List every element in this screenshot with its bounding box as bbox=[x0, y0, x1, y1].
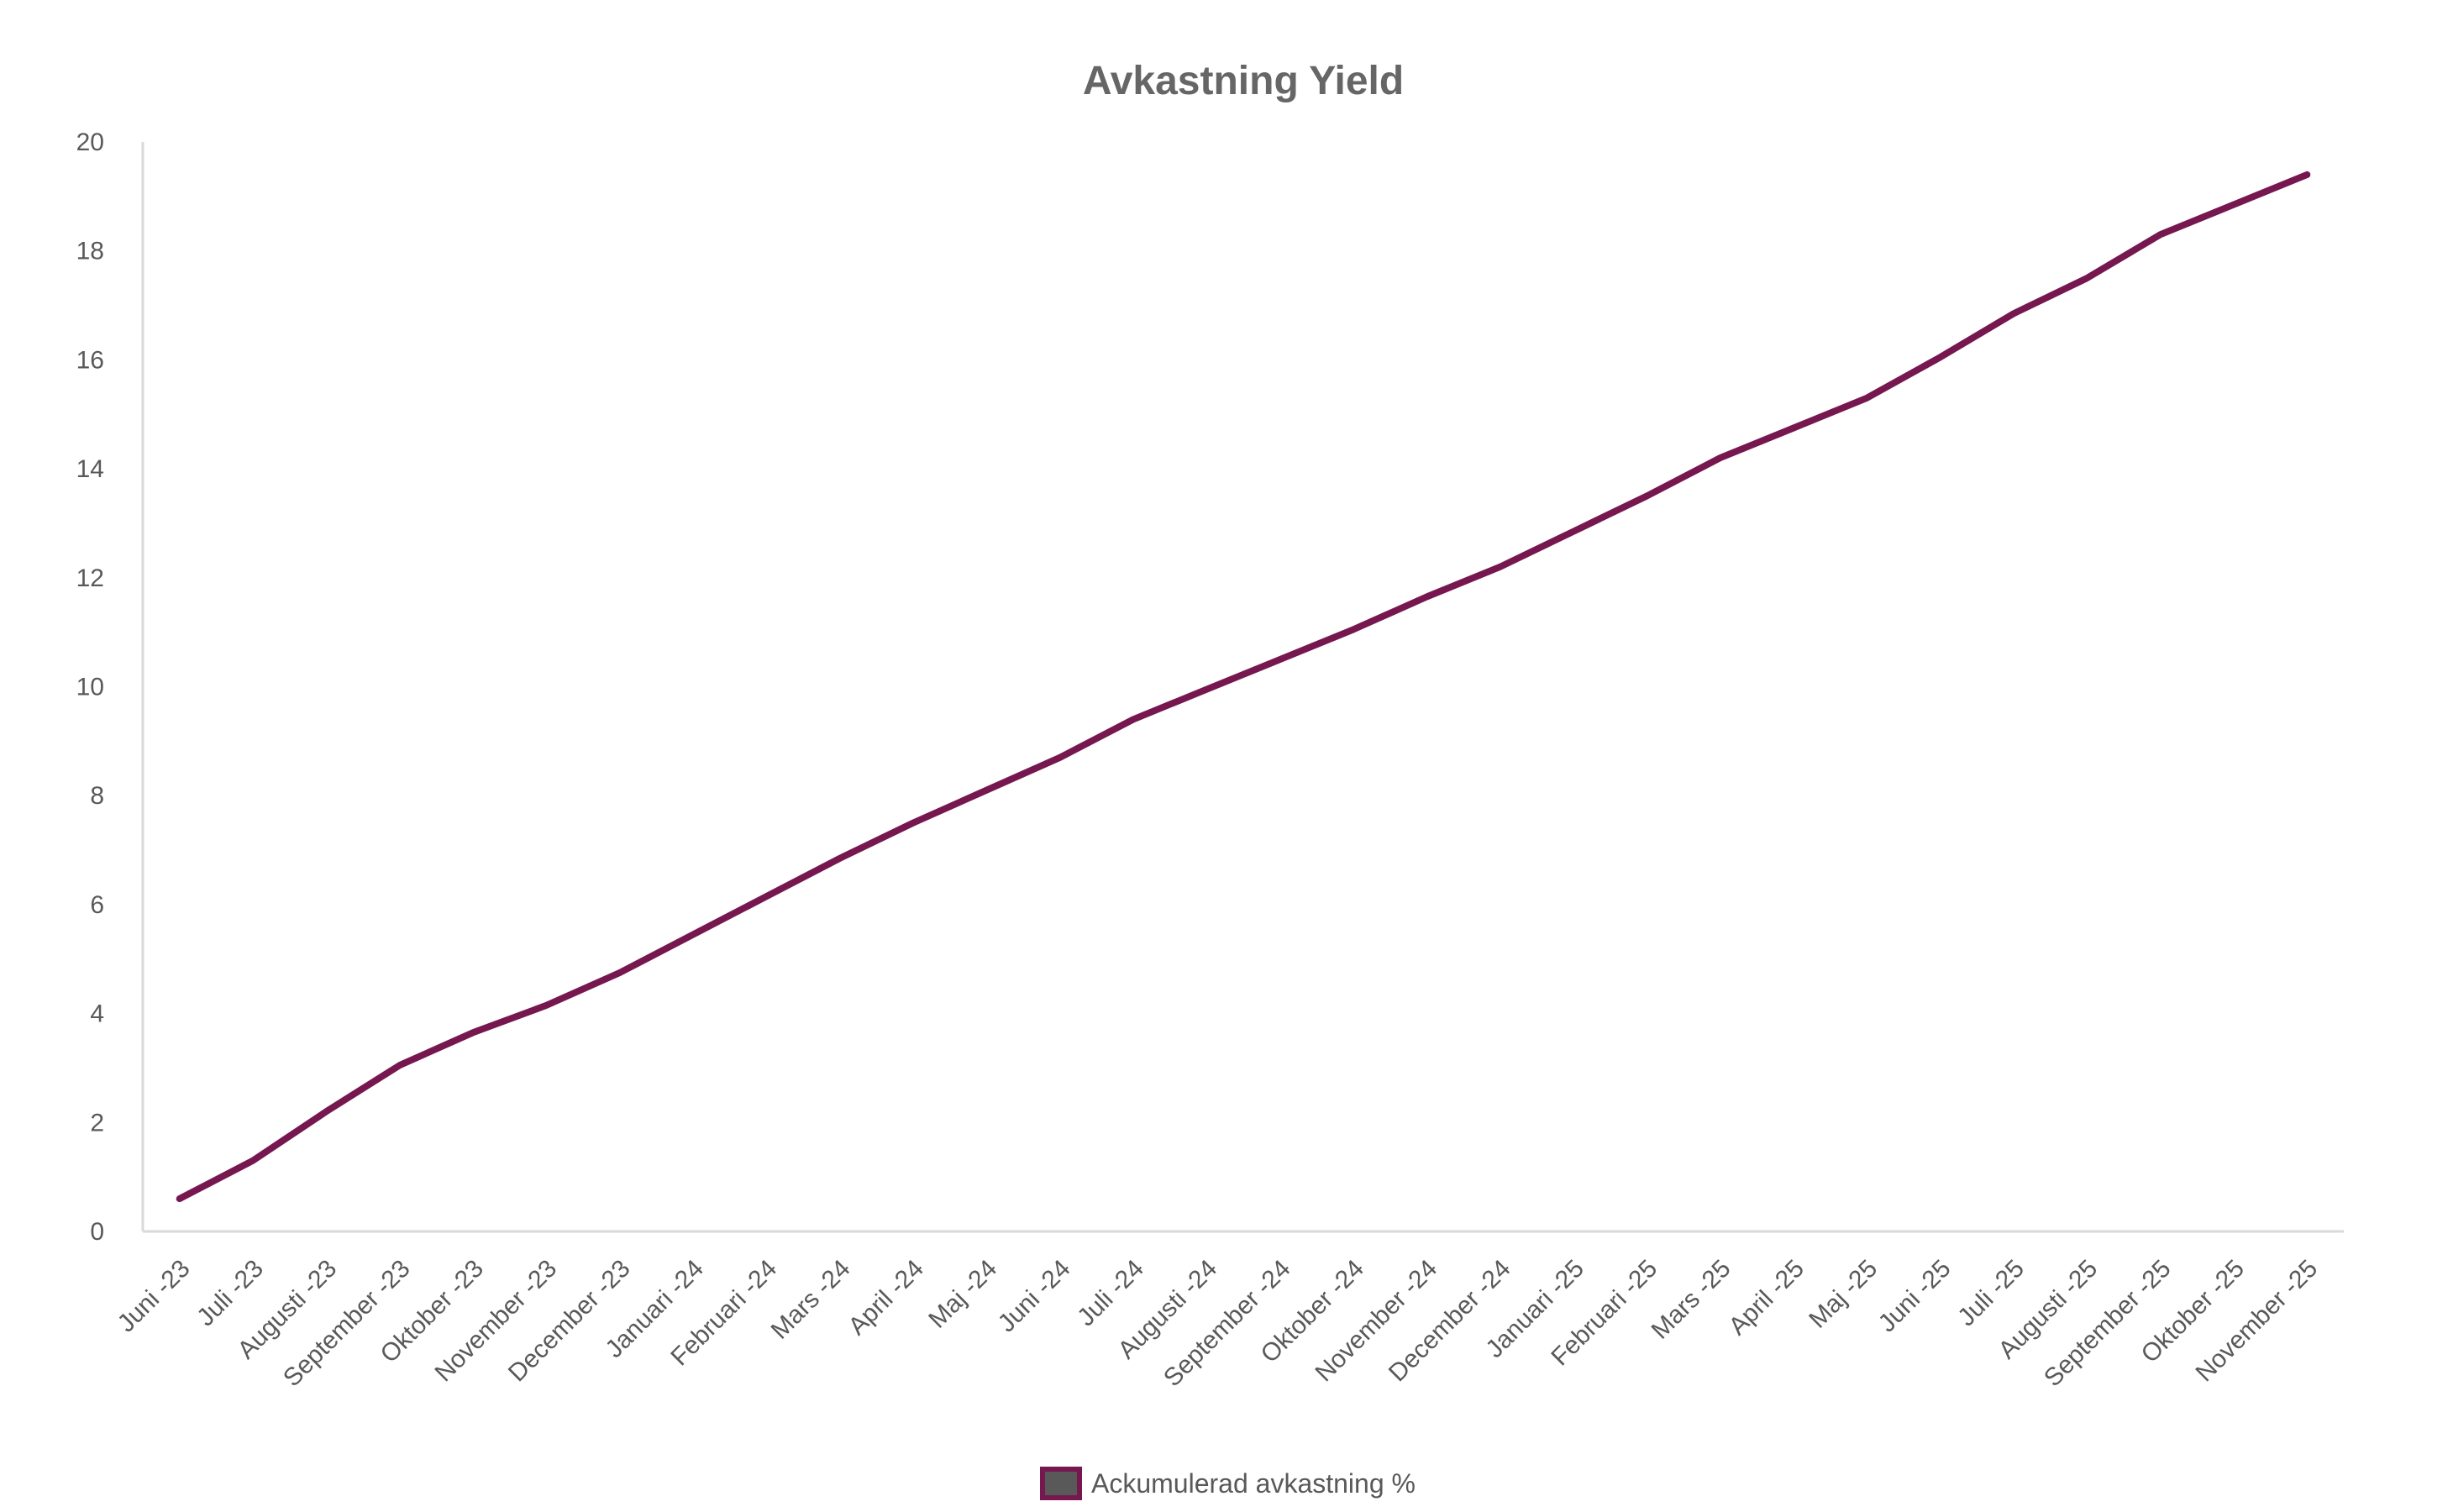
y-tick-label: 10 bbox=[76, 674, 104, 701]
y-tick-label: 8 bbox=[90, 782, 104, 810]
y-tick-label: 6 bbox=[90, 891, 104, 919]
legend-swatch bbox=[1040, 1467, 1082, 1500]
series-line bbox=[176, 171, 2311, 1203]
x-tick-label: Mars -25 bbox=[1647, 1255, 1736, 1345]
y-tick-label: 2 bbox=[90, 1109, 104, 1137]
legend-label: Ackumulerad avkastning % bbox=[1091, 1468, 1416, 1499]
x-tick-label: September -23 bbox=[278, 1255, 416, 1393]
chart-title: Avkastning Yield bbox=[1083, 59, 1404, 103]
x-tick-label: Maj -24 bbox=[923, 1255, 1002, 1334]
legend[interactable]: Ackumulerad avkastning % bbox=[1040, 1467, 1416, 1500]
x-tick-label: Juni -23 bbox=[113, 1255, 196, 1338]
y-tick-label: 18 bbox=[76, 238, 104, 265]
x-tick-label: Juni -25 bbox=[1873, 1255, 1957, 1338]
y-tick-label: 16 bbox=[76, 346, 104, 374]
x-tick-label: April -24 bbox=[843, 1255, 929, 1341]
y-tick-label: 12 bbox=[76, 564, 104, 592]
y-tick-label: 4 bbox=[90, 1000, 104, 1028]
series-group bbox=[176, 171, 2311, 1203]
y-tick-label: 20 bbox=[76, 129, 104, 156]
y-tick-label: 14 bbox=[76, 455, 104, 483]
x-tick-label: April -25 bbox=[1724, 1255, 1810, 1341]
x-tick-label: Juni -24 bbox=[993, 1255, 1076, 1338]
x-tick-label: Mars -24 bbox=[766, 1255, 856, 1345]
x-tick-label: Maj -25 bbox=[1804, 1255, 1883, 1334]
y-axis: 0 2 4 6 8 10 12 14 16 18 20 bbox=[76, 129, 144, 1246]
x-tick-label: September -25 bbox=[2039, 1255, 2177, 1393]
x-tick-label: September -24 bbox=[1158, 1255, 1296, 1393]
y-tick-label: 0 bbox=[90, 1218, 104, 1246]
